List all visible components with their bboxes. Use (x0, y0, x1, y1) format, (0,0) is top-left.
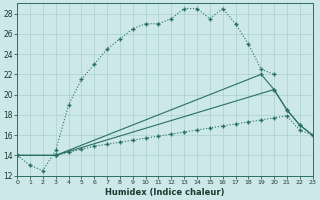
X-axis label: Humidex (Indice chaleur): Humidex (Indice chaleur) (105, 188, 225, 197)
